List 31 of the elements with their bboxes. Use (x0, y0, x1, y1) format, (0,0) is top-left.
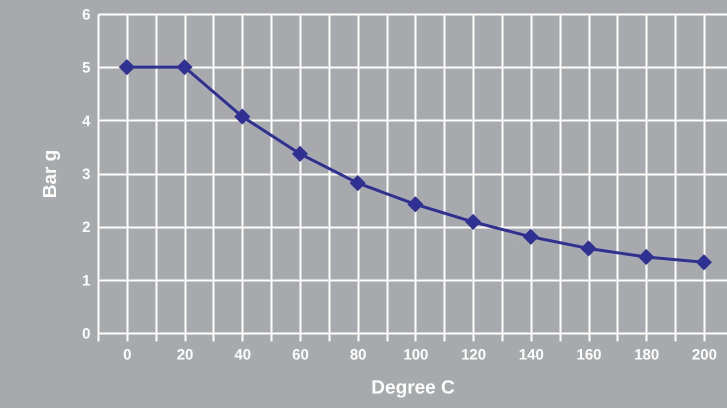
x-tick-label: 20 (176, 346, 194, 364)
x-tick-label: 80 (350, 346, 367, 364)
x-tick-label: 60 (292, 346, 309, 364)
y-tick-label: 2 (82, 219, 90, 236)
x-tick-label: 160 (576, 346, 602, 364)
point (465, 214, 482, 230)
y-tick-label: 5 (82, 60, 90, 77)
point (350, 175, 366, 192)
x-tick-label: 200 (692, 346, 717, 364)
y-axis-title: Bar g (40, 150, 62, 198)
y-tick-label: 4 (82, 112, 92, 130)
y-tick-label: 3 (82, 166, 90, 183)
x-axis-title: Degree C (371, 378, 455, 398)
point (580, 240, 597, 257)
point (522, 228, 539, 245)
point (176, 59, 193, 76)
x-tick-label: 180 (634, 346, 660, 364)
y-tick-label: 1 (82, 272, 90, 290)
point (696, 254, 712, 270)
point (292, 146, 308, 162)
x-tick-label: 100 (403, 346, 428, 364)
point (407, 196, 424, 212)
y-tick-label: 0 (82, 326, 90, 342)
point (638, 248, 654, 266)
x-tick-label: 0 (123, 346, 132, 364)
x-tick-label: 120 (461, 346, 486, 364)
point (118, 59, 135, 76)
x-tick-label: 140 (518, 346, 544, 364)
y-tick-label: 6 (82, 6, 90, 24)
point (234, 108, 250, 125)
x-tick-label: 40 (234, 346, 252, 364)
